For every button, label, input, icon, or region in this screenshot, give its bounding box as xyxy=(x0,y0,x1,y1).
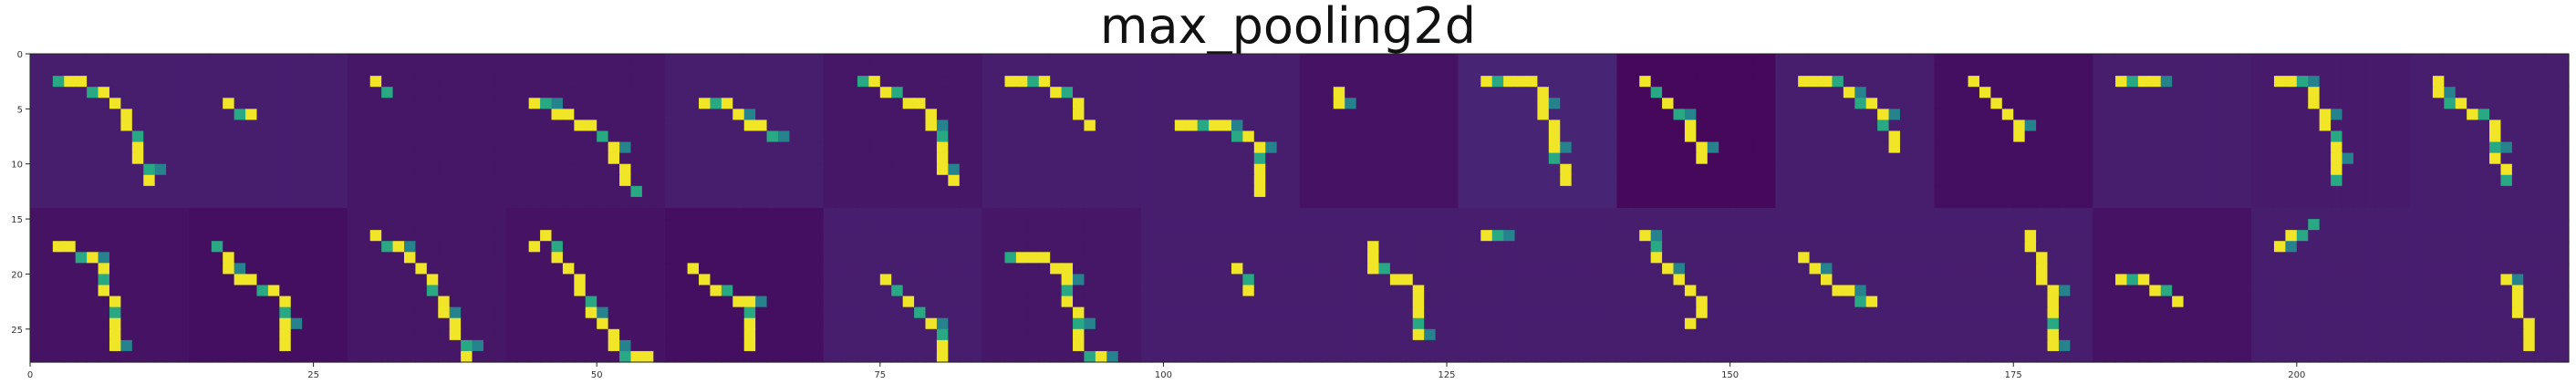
feature-map-tile xyxy=(2093,54,2252,209)
feature-map-tile xyxy=(1299,208,1459,363)
y-tick-label: 10 xyxy=(11,161,23,171)
feature-map-tile xyxy=(823,54,983,209)
feature-map-tile xyxy=(30,208,190,363)
x-tick-label: 150 xyxy=(1721,370,1739,380)
feature-map-tile xyxy=(1616,208,1776,363)
feature-map-tile xyxy=(1616,54,1776,209)
heatmap-tiles xyxy=(30,54,2570,363)
chart-axes: 0 25 50 75 100 125 150 175 200 0 5 10 15 20 25 xyxy=(11,50,2570,380)
feature-map-tile xyxy=(188,54,348,209)
y-tick-label: 15 xyxy=(11,215,23,225)
y-tick-label: 25 xyxy=(11,326,23,336)
feature-map-tile xyxy=(1458,208,1617,363)
feature-map-tile xyxy=(347,54,507,209)
feature-map-tile xyxy=(2093,208,2252,363)
feature-map-tile xyxy=(1934,54,2093,209)
feature-map-tile xyxy=(1299,54,1459,209)
x-tick-label: 175 xyxy=(2005,370,2022,380)
feature-map-tile xyxy=(664,208,825,363)
feature-map-tile xyxy=(30,54,190,209)
x-tick-label: 125 xyxy=(1438,370,1455,380)
feature-map-tile xyxy=(982,54,1142,209)
y-tick-label: 0 xyxy=(17,50,23,60)
plot-frame xyxy=(29,53,2570,363)
feature-map-tile xyxy=(1140,54,1301,209)
x-tick-label: 50 xyxy=(591,370,603,380)
x-tick-label: 200 xyxy=(2288,370,2305,380)
x-tick-label: 100 xyxy=(1155,370,1172,380)
feature-map-tile xyxy=(2251,54,2411,209)
y-tick-label: 20 xyxy=(11,270,23,280)
feature-map-tile xyxy=(823,208,983,363)
feature-map-tile xyxy=(505,54,666,209)
x-tick-label: 0 xyxy=(27,370,33,380)
feature-map-tile xyxy=(1775,54,1935,209)
feature-map-tile xyxy=(1934,208,2093,363)
feature-map-tile xyxy=(1458,54,1617,209)
feature-map-tile xyxy=(505,208,666,363)
feature-map-tile xyxy=(664,54,825,209)
feature-map-tile xyxy=(347,208,507,363)
y-tick-label: 5 xyxy=(17,105,23,115)
x-tick-label: 25 xyxy=(307,370,319,380)
x-tick-label: 75 xyxy=(874,370,886,380)
feature-map-tile xyxy=(982,208,1142,363)
feature-map-tile xyxy=(1775,208,1935,363)
feature-map-tile xyxy=(2410,208,2570,363)
feature-map-tile xyxy=(188,208,348,363)
feature-map-tile xyxy=(2251,208,2411,363)
chart-title: max_pooling2d xyxy=(1099,0,1477,55)
feature-map-tile xyxy=(2410,54,2570,209)
feature-map-tile xyxy=(1140,208,1301,363)
